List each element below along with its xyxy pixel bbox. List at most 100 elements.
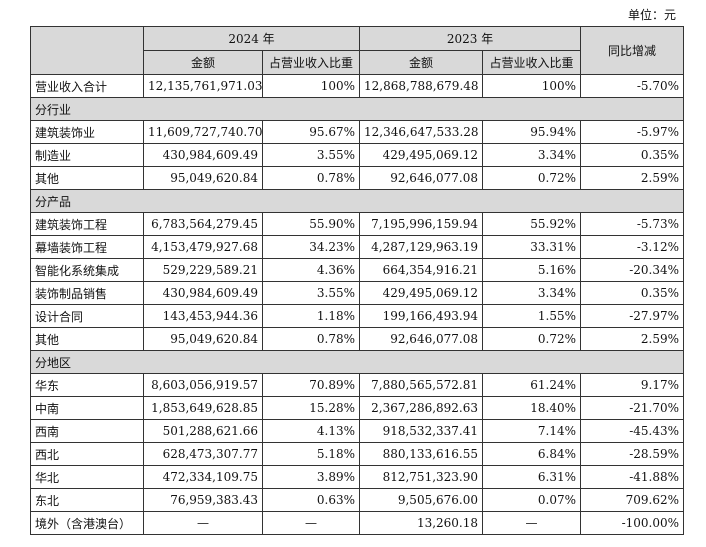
table-row: 建筑装饰业 11,609,727,740.70 95.67% 12,346,647,5… bbox=[30, 120, 685, 144]
header-row-subcolumns: 金额 占营业收入比重 金额 占营业收入比重 bbox=[31, 50, 684, 75]
row-label: 西南 bbox=[30, 419, 144, 443]
row-label: 设计合同 bbox=[30, 304, 144, 328]
amount-2023-cell: 664,354,916.21 bbox=[359, 258, 484, 282]
amount-2024-cell: — bbox=[143, 511, 263, 535]
section-title: 分产品 bbox=[29, 189, 685, 213]
amount-2023-cell: 13,260.18 bbox=[359, 511, 484, 535]
yoy-cell: -41.88% bbox=[580, 465, 685, 489]
amount-2023-cell: 429,495,069.12 bbox=[359, 143, 484, 167]
share-2023-cell: 6.84% bbox=[482, 442, 582, 466]
share-2023-cell: 95.94% bbox=[482, 120, 582, 144]
table-row: 中南 1,853,649,628.85 15.28% 2,367,286,892.63… bbox=[30, 396, 685, 420]
amount-2023-cell: 92,646,077.08 bbox=[359, 166, 484, 190]
table-row: 境外（含港澳台） — —13,260.18— -100.00% bbox=[30, 511, 685, 535]
row-label: 境外（含港澳台） bbox=[30, 511, 144, 535]
share-2024-cell: 1.18% bbox=[261, 304, 361, 328]
row-label: 东北 bbox=[30, 488, 144, 512]
share-2024-cell: 0.63% bbox=[261, 488, 361, 512]
section-header-row: 分行业 bbox=[29, 97, 685, 121]
header-share-2023: 占营业收入比重 bbox=[482, 50, 582, 75]
share-2024-cell: 4.36% bbox=[261, 258, 361, 282]
amount-2023-cell: 92,646,077.08 bbox=[359, 327, 484, 351]
header-year-2023: 2023 年 bbox=[359, 26, 582, 51]
section-title: 分行业 bbox=[29, 97, 685, 121]
table-row: 幕墙装饰工程 4,153,479,927.68 34.23% 4,287,129,96… bbox=[30, 235, 685, 259]
header-amount-2024: 金额 bbox=[143, 50, 263, 75]
amount-2024-cell: 501,288,621.66 bbox=[143, 419, 263, 443]
yoy-cell: 0.35% bbox=[580, 143, 685, 167]
yoy-cell: -100.00% bbox=[580, 511, 685, 535]
yoy-cell: -5.73% bbox=[580, 212, 685, 236]
share-2024-cell: 70.89% bbox=[261, 373, 361, 397]
share-2023-cell: 7.14% bbox=[482, 419, 582, 443]
row-label: 制造业 bbox=[30, 143, 144, 167]
amount-2023-cell: 199,166,493.94 bbox=[359, 304, 484, 328]
header-year-2024: 2024 年 bbox=[142, 26, 361, 51]
table-row: 制造业 430,984,609.49 3.55% 429,495,069.12 3.34… bbox=[30, 143, 685, 167]
row-label: 建筑装饰工程 bbox=[30, 212, 144, 236]
yoy-cell: 709.62% bbox=[580, 488, 685, 512]
amount-2023-cell: 4,287,129,963.19 bbox=[359, 235, 484, 259]
share-2024-cell: 4.13% bbox=[261, 419, 361, 443]
yoy-cell: 0.35% bbox=[580, 281, 685, 305]
section-header-row: 分产品 bbox=[29, 189, 685, 213]
amount-2024-cell: 628,473,307.77 bbox=[143, 442, 263, 466]
share-2023-cell: 0.72% bbox=[482, 327, 582, 351]
amount-2024-cell: 430,984,609.49 bbox=[143, 281, 263, 305]
share-2023-cell: 6.31% bbox=[482, 465, 582, 489]
amount-2024-cell: 12,135,761,971.03 bbox=[143, 74, 263, 98]
header-row-years: 2024 年 2023 年 同比增减 bbox=[30, 26, 685, 75]
share-2023-cell: 0.07% bbox=[482, 488, 582, 512]
amount-2024-cell: 143,453,944.36 bbox=[143, 304, 263, 328]
table-row: 建筑装饰工程 6,783,564,279.45 55.90% 7,195,996,15… bbox=[30, 212, 685, 236]
row-label: 装饰制品销售 bbox=[30, 281, 144, 305]
share-2024-cell: 55.90% bbox=[261, 212, 361, 236]
share-2023-cell: 1.55% bbox=[482, 304, 582, 328]
row-label: 华东 bbox=[30, 373, 144, 397]
share-2024-cell: 0.78% bbox=[261, 166, 361, 190]
amount-2023-cell: 429,495,069.12 bbox=[359, 281, 484, 305]
row-label: 建筑装饰业 bbox=[30, 120, 144, 144]
amount-2024-cell: 4,153,479,927.68 bbox=[143, 235, 263, 259]
yoy-cell: -20.34% bbox=[580, 258, 685, 282]
share-2024-cell: 100% bbox=[261, 74, 361, 98]
amount-2023-cell: 918,532,337.41 bbox=[359, 419, 484, 443]
share-2023-cell: 3.34% bbox=[482, 281, 582, 305]
header-amount-2023: 金额 bbox=[359, 50, 484, 75]
share-2024-cell: 5.18% bbox=[261, 442, 361, 466]
share-2024-cell: 95.67% bbox=[261, 120, 361, 144]
yoy-cell: 9.17% bbox=[580, 373, 685, 397]
amount-2024-cell: 529,229,589.21 bbox=[143, 258, 263, 282]
unit-label: 单位：元 bbox=[627, 8, 676, 22]
revenue-breakdown-table: 2024 年 2023 年 同比增减 金额 占营业收入比重 金额 占营业收入比重… bbox=[29, 26, 685, 535]
table-row: 华北 472,334,109.75 3.89% 812,751,323.90 6.31%… bbox=[30, 465, 685, 489]
share-2024-cell: 15.28% bbox=[261, 396, 361, 420]
total-row: 营业收入合计 12,135,761,971.03 100% 12,868,788… bbox=[30, 74, 685, 98]
table-row: 东北 76,959,383.43 0.63% 9,505,676.00 0.07% 709… bbox=[30, 488, 685, 512]
amount-2023-cell: 7,195,996,159.94 bbox=[359, 212, 484, 236]
row-label: 中南 bbox=[30, 396, 144, 420]
share-2023-cell: 0.72% bbox=[482, 166, 582, 190]
header-share-2024: 占营业收入比重 bbox=[261, 50, 361, 75]
table-row: 其他 95,049,620.84 0.78% 92,646,077.08 0.72% 2.… bbox=[30, 327, 685, 351]
share-2023-cell: 100% bbox=[482, 74, 582, 98]
amount-2023-cell: 880,133,616.55 bbox=[359, 442, 484, 466]
share-2024-cell: 3.55% bbox=[261, 281, 361, 305]
yoy-cell: -21.70% bbox=[580, 396, 685, 420]
yoy-cell: -5.70% bbox=[580, 74, 685, 98]
yoy-cell: 2.59% bbox=[580, 327, 685, 351]
share-2023-cell: 18.40% bbox=[482, 396, 582, 420]
amount-2023-cell: 12,868,788,679.48 bbox=[359, 74, 484, 98]
share-2023-cell: 3.34% bbox=[482, 143, 582, 167]
header-yoy: 同比增减 bbox=[580, 26, 685, 75]
header-blank-cell bbox=[30, 26, 144, 75]
yoy-cell: -5.97% bbox=[580, 120, 685, 144]
share-2023-cell: 61.24% bbox=[482, 373, 582, 397]
share-2023-cell: — bbox=[482, 511, 582, 535]
yoy-cell: -27.97% bbox=[580, 304, 685, 328]
amount-2023-cell: 812,751,323.90 bbox=[359, 465, 484, 489]
share-2023-cell: 33.31% bbox=[482, 235, 582, 259]
row-label: 其他 bbox=[30, 327, 144, 351]
amount-2024-cell: 8,603,056,919.57 bbox=[143, 373, 263, 397]
share-2023-cell: 55.92% bbox=[482, 212, 582, 236]
